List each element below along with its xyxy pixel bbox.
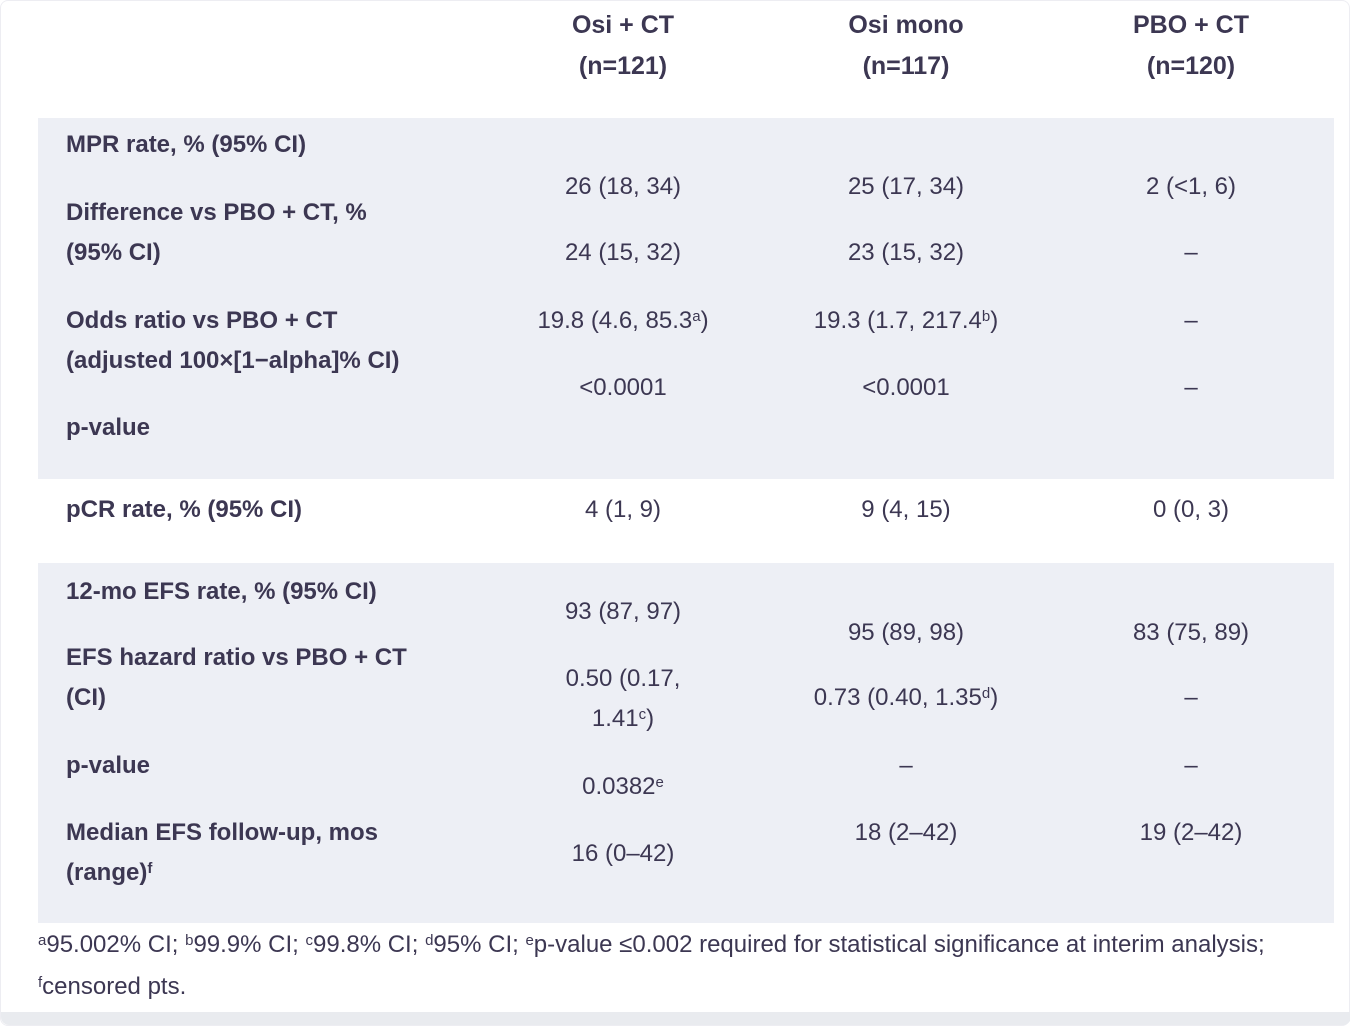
- cell-efs-hr-osi-ct: 0.50 (0.17, 1.41c): [481, 659, 765, 739]
- cell-median-followup-osi-ct: 16 (0–42): [571, 840, 675, 867]
- efs-hr-osi-ct-close: ): [646, 705, 655, 732]
- footnote-sup-d: d: [425, 932, 434, 949]
- cell-mpr-osi-mono: 25 (17, 34): [847, 173, 965, 200]
- cell-odds-ratio-pbo-ct: –: [1184, 307, 1198, 334]
- footnote-sup-a: a: [38, 932, 47, 949]
- cell-pcr-osi-mono: 9 (4, 15): [861, 496, 951, 523]
- row-label-efs-hr-line1: EFS hazard ratio vs PBO + CT: [66, 644, 407, 671]
- row-label-odds-ratio-line1: Odds ratio vs PBO + CT: [66, 307, 338, 334]
- odds-ratio-osi-ct-value: 19.8 (4.6, 85.3: [537, 307, 693, 334]
- cell-mpr-pbo-ct: 2 (<1, 6): [1145, 173, 1237, 200]
- column-header-osi-ct: Osi + CT: [571, 11, 675, 39]
- footnote-marker-c: c: [638, 706, 647, 723]
- efs-hr-osi-ct-line2: 1.41: [591, 705, 639, 732]
- footnote-marker-e: e: [655, 774, 664, 791]
- bottom-edge-strip: [1, 1012, 1350, 1025]
- row-label-difference-line1: Difference vs PBO + CT, %: [66, 199, 367, 226]
- cell-difference-pbo-ct: –: [1184, 239, 1198, 266]
- footnote-sup-b: b: [185, 932, 194, 949]
- section-efs: 12-mo EFS rate, % (95% CI) 93 (87, 97) 9…: [38, 563, 1334, 923]
- column-header-pbo-ct: PBO + CT: [1133, 11, 1249, 39]
- footnote-sup-c: c: [305, 932, 314, 949]
- cell-pcr-osi-ct: 4 (1, 9): [584, 496, 662, 523]
- cell-efs-rate-osi-ct: 93 (87, 97): [564, 598, 682, 625]
- footnote-text-d: 95% CI;: [433, 931, 526, 958]
- footnote-marker-f: f: [147, 860, 153, 877]
- cell-pcr-pbo-ct: 0 (0, 3): [1152, 496, 1230, 523]
- row-label-efs-pvalue: p-value: [66, 752, 151, 779]
- table-footnote: a95.002% CI; b99.9% CI; c99.8% CI; d95% …: [38, 924, 1270, 1008]
- cell-difference-osi-mono: 23 (15, 32): [847, 239, 965, 266]
- odds-ratio-osi-mono-close: ): [990, 307, 999, 334]
- row-label-efs-hr-line2: (CI): [66, 684, 106, 711]
- row-label-pcr-rate: pCR rate, % (95% CI): [66, 496, 303, 523]
- column-header-osi-ct-n: (n=121): [578, 52, 668, 80]
- cell-efs-pvalue-osi-ct: 0.0382e: [481, 767, 765, 807]
- cell-pvalue-pbo-ct: –: [1184, 374, 1198, 401]
- row-label-efs-rate: 12-mo EFS rate, % (95% CI): [66, 578, 377, 605]
- odds-ratio-osi-mono-value: 19.3 (1.7, 217.4: [813, 307, 982, 334]
- row-label-difference-line2: (95% CI): [66, 239, 161, 266]
- cell-odds-ratio-osi-mono: 19.3 (1.7, 217.4b): [764, 301, 1048, 341]
- cell-efs-hr-osi-mono: 0.73 (0.40, 1.35d): [764, 678, 1048, 718]
- cell-difference-osi-ct: 24 (15, 32): [564, 239, 682, 266]
- footnote-text-a: 95.002% CI;: [46, 931, 186, 958]
- cell-efs-rate-osi-mono: 95 (89, 98): [847, 619, 965, 646]
- row-label-median-followup-line2: (range)f: [66, 853, 152, 893]
- footnote-text-c: 99.8% CI;: [313, 931, 426, 958]
- cell-mpr-osi-ct: 26 (18, 34): [564, 173, 682, 200]
- median-followup-range-text: (range): [66, 859, 148, 886]
- cell-median-followup-osi-mono: 18 (2–42): [854, 819, 958, 846]
- footnote-sup-e: e: [525, 932, 534, 949]
- footnote-sup-f: f: [38, 974, 43, 991]
- cell-efs-pvalue-pbo-ct: –: [1184, 752, 1198, 779]
- column-header-pbo-ct-n: (n=120): [1146, 52, 1236, 80]
- footnote-text-b: 99.9% CI;: [193, 931, 306, 958]
- cell-odds-ratio-osi-ct: 19.8 (4.6, 85.3a): [481, 301, 765, 341]
- row-label-median-followup-line1: Median EFS follow-up, mos: [66, 819, 378, 846]
- efs-pvalue-osi-ct-value: 0.0382: [582, 773, 656, 800]
- efs-hr-osi-mono-value: 0.73 (0.40, 1.35: [813, 684, 982, 711]
- column-header-osi-mono-n: (n=117): [862, 52, 950, 80]
- footnote-marker-a: a: [692, 308, 701, 325]
- efs-hr-osi-mono-close: ): [990, 684, 999, 711]
- cell-median-followup-pbo-ct: 19 (2–42): [1139, 819, 1243, 846]
- row-label-odds-ratio-line2: (adjusted 100×[1−alpha]% CI): [66, 347, 400, 374]
- cell-efs-hr-pbo-ct: –: [1184, 684, 1198, 711]
- column-header-osi-mono: Osi mono: [848, 11, 964, 39]
- cell-pvalue-osi-mono: <0.0001: [862, 374, 950, 401]
- row-label-pvalue: p-value: [66, 414, 151, 441]
- efs-hr-osi-ct-line1: 0.50 (0.17,: [565, 665, 681, 692]
- section-mpr: MPR rate, % (95% CI) 26 (18, 34) 25 (17,…: [38, 118, 1334, 479]
- row-label-mpr-rate: MPR rate, % (95% CI): [66, 131, 307, 158]
- cell-efs-rate-pbo-ct: 83 (75, 89): [1132, 619, 1250, 646]
- cell-efs-pvalue-osi-mono: –: [899, 752, 913, 779]
- cell-pvalue-osi-ct: <0.0001: [579, 374, 667, 401]
- odds-ratio-osi-ct-close: ): [700, 307, 709, 334]
- footnote-marker-d: d: [981, 685, 991, 702]
- footnote-text-f: censored pts.: [42, 973, 187, 1000]
- footnote-text-e: p-value ≤0.002 required for statistical …: [533, 931, 1265, 958]
- footnote-marker-b: b: [981, 308, 991, 325]
